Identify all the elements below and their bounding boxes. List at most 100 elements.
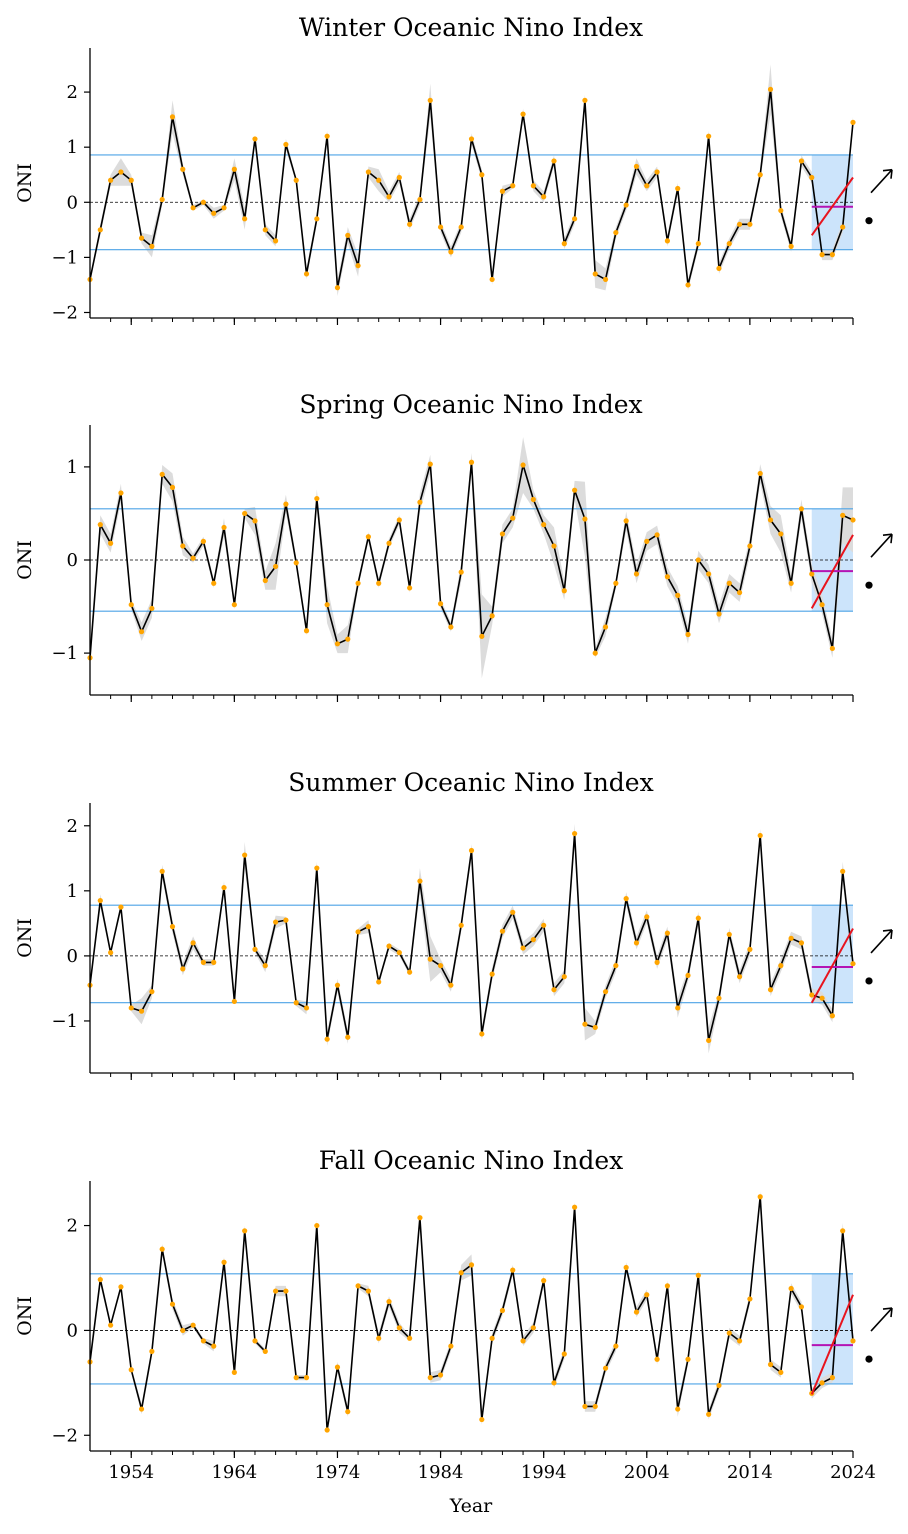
data-point (396, 174, 402, 181)
data-point (108, 540, 114, 546)
data-point (489, 276, 495, 283)
trend-arrow-icon (870, 1307, 893, 1332)
data-point (272, 1288, 279, 1294)
data-point (788, 580, 794, 586)
data-point (324, 133, 330, 139)
trend-arrow-icon (870, 169, 893, 194)
data-point (437, 224, 444, 230)
data-point (458, 569, 464, 575)
data-point (592, 1024, 598, 1031)
data-point (365, 924, 371, 930)
chart-panel-3: −2 0 2 1954 1964 1974 1984 1994 2004 2014 2024 Fall… (14, 1146, 893, 1517)
data-point (664, 238, 671, 244)
data-point (262, 963, 268, 969)
data-point (572, 216, 578, 222)
data-point (365, 169, 371, 175)
data-point (499, 188, 506, 194)
data-point (541, 922, 547, 928)
data-point (561, 588, 567, 594)
data-point (437, 963, 444, 969)
data-point (417, 878, 423, 884)
data-point (355, 929, 361, 935)
data-point (108, 950, 114, 956)
data-point (530, 183, 536, 189)
data-point (293, 1000, 299, 1006)
data-point (551, 1380, 557, 1386)
data-point (602, 989, 609, 995)
data-point (97, 227, 103, 233)
data-point (654, 1356, 660, 1362)
data-point (200, 1338, 207, 1344)
data-point (355, 263, 361, 269)
data-point (427, 956, 433, 962)
data-point (778, 531, 784, 537)
data-point (180, 966, 186, 972)
data-point (602, 1365, 609, 1371)
data-point (427, 97, 433, 103)
data-point (108, 1322, 114, 1328)
trend-arrow-head-icon (882, 1307, 893, 1318)
data-point (561, 974, 567, 980)
data-point (633, 940, 640, 946)
data-point (530, 496, 536, 503)
data-point (458, 922, 464, 928)
data-point (108, 177, 114, 183)
chart-title: Spring Oceanic Nino Index (299, 390, 642, 419)
data-point (231, 602, 237, 608)
data-point (479, 633, 485, 639)
data-point (128, 602, 134, 608)
highlight-region (811, 905, 853, 1003)
data-point (180, 166, 186, 172)
y-tick-label: 1 (67, 457, 78, 478)
data-point (644, 183, 650, 189)
data-point (283, 141, 289, 148)
data-point (159, 1246, 165, 1252)
data-point (345, 1034, 351, 1040)
chart-title: Winter Oceanic Nino Index (299, 13, 643, 42)
data-point (97, 897, 103, 904)
data-point (314, 216, 320, 222)
data-point (675, 1005, 681, 1011)
x-tick-label: 1954 (108, 1462, 154, 1483)
y-tick-label: −1 (51, 247, 78, 268)
data-point (685, 631, 691, 638)
trend-line (810, 1294, 854, 1395)
data-point (303, 628, 310, 634)
data-point (303, 1375, 310, 1381)
data-point (716, 995, 722, 1001)
data-point (272, 919, 279, 925)
data-point (324, 1036, 330, 1042)
recent-mean-dot-icon (865, 581, 873, 589)
data-point (200, 199, 207, 205)
data-point (726, 580, 732, 586)
data-point (221, 884, 227, 891)
data-point (850, 517, 856, 523)
data-point (262, 577, 268, 584)
data-point (211, 210, 217, 216)
data-point (159, 868, 165, 874)
data-point (757, 832, 763, 839)
data-point (778, 963, 784, 969)
data-point (819, 252, 825, 258)
data-point (633, 163, 640, 170)
y-tick-label: 0 (67, 1320, 78, 1341)
data-point (695, 1272, 701, 1278)
data-point (716, 611, 722, 617)
data-point (613, 229, 619, 236)
data-point (231, 1369, 237, 1375)
data-point (510, 183, 516, 189)
data-point (314, 1222, 320, 1229)
data-point (334, 641, 341, 647)
data-point (551, 158, 557, 164)
error-band (90, 64, 853, 296)
data-point (272, 238, 279, 244)
data-point (180, 1327, 186, 1334)
data-point (623, 202, 629, 208)
trend-line (810, 534, 854, 609)
data-point (314, 865, 320, 871)
data-point (633, 1309, 640, 1315)
data-point (128, 1005, 134, 1011)
data-point (829, 1013, 835, 1019)
data-point (695, 241, 701, 247)
data-point (458, 224, 464, 230)
